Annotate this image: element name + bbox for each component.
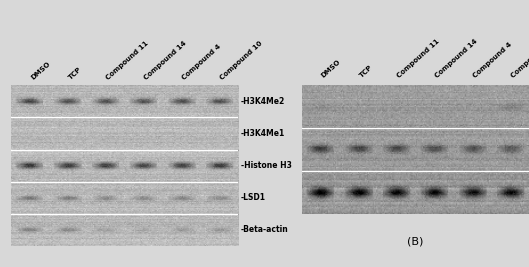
Text: Compound 11: Compound 11 bbox=[105, 40, 150, 81]
Text: Compound 11: Compound 11 bbox=[396, 38, 441, 79]
Text: DMSO: DMSO bbox=[30, 60, 51, 81]
Text: Compound 14: Compound 14 bbox=[143, 40, 188, 81]
Text: TCP: TCP bbox=[359, 64, 374, 79]
Text: Compound 4: Compound 4 bbox=[181, 43, 222, 81]
Text: Compound 14: Compound 14 bbox=[434, 38, 479, 79]
Text: -Histone H3: -Histone H3 bbox=[241, 161, 292, 170]
Text: Compound 10: Compound 10 bbox=[510, 38, 529, 79]
Text: (A): (A) bbox=[116, 266, 132, 267]
Text: (B): (B) bbox=[407, 237, 423, 247]
Text: -LSD1: -LSD1 bbox=[241, 193, 266, 202]
Text: TCP: TCP bbox=[67, 66, 83, 81]
Text: -H3K4Me1: -H3K4Me1 bbox=[241, 129, 285, 138]
Text: DMSO: DMSO bbox=[321, 59, 342, 79]
Text: Compound 10: Compound 10 bbox=[219, 40, 263, 81]
Text: -Beta-actin: -Beta-actin bbox=[241, 225, 289, 234]
Text: Compound 4: Compound 4 bbox=[472, 41, 513, 79]
Text: -H3K4Me2: -H3K4Me2 bbox=[241, 97, 285, 106]
